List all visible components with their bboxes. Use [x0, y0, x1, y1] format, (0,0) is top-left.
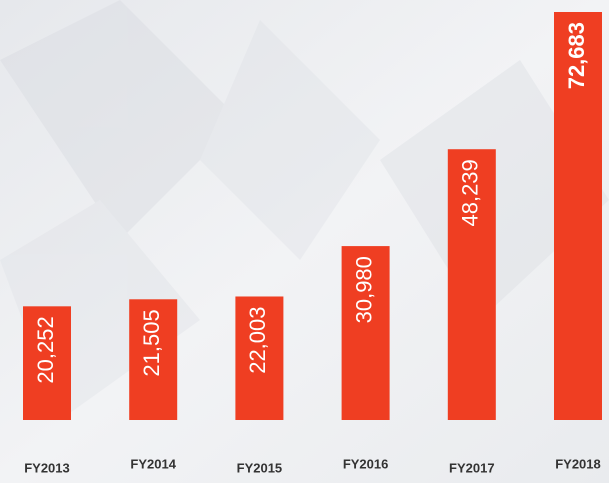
x-tick-label: FY2015 [237, 460, 283, 475]
x-tick-label: FY2017 [449, 460, 495, 475]
value-label: 21,505 [139, 309, 164, 376]
x-tick-label: FY2014 [130, 456, 176, 471]
bar [341, 246, 390, 420]
value-label: 30,980 [351, 256, 376, 323]
value-label: 20,252 [33, 316, 58, 383]
bar [23, 306, 71, 420]
bar [235, 296, 284, 420]
value-label: 72,683 [564, 22, 589, 89]
x-tick-label: FY2013 [24, 460, 70, 475]
bar [554, 12, 602, 420]
value-label: 22,003 [245, 306, 270, 373]
x-tick-label: FY2018 [555, 456, 601, 471]
bar [129, 299, 178, 420]
x-tick-label: FY2016 [343, 456, 389, 471]
bar [447, 149, 496, 421]
value-label: 48,239 [458, 159, 483, 226]
